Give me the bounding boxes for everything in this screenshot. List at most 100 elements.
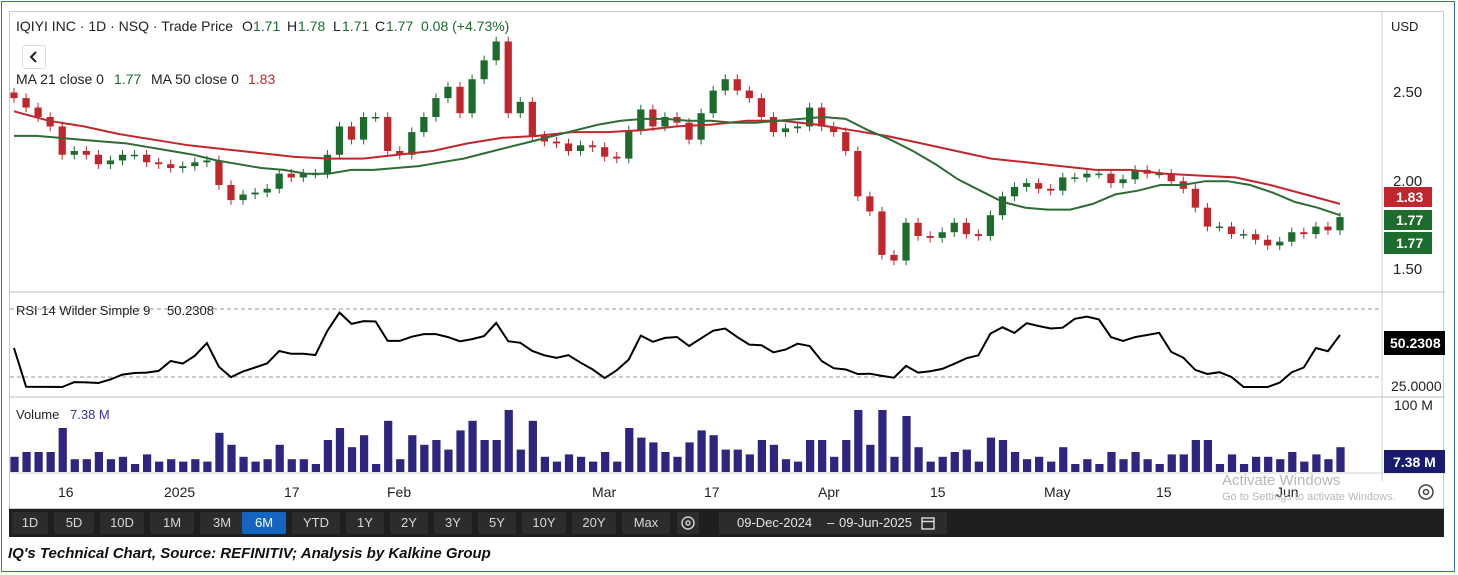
watermark-subtitle: Go to Settings to activate Windows. [1222, 491, 1396, 503]
date-separator: – [827, 515, 835, 530]
candle-body [1071, 177, 1079, 179]
candle-body [432, 98, 440, 117]
ma21-legend-value: 1.77 [114, 71, 141, 87]
range-button-2y[interactable]: 2Y [390, 512, 428, 534]
volume-bar [709, 435, 718, 472]
candle-body [721, 79, 729, 91]
volume-bar [576, 456, 586, 472]
volume-bar [528, 420, 537, 472]
candle-body [396, 151, 404, 155]
ma21-badge-text: 1.77 [1396, 235, 1423, 251]
volume-bar [118, 456, 128, 472]
candle-body [1264, 239, 1272, 246]
volume-bar [167, 459, 176, 472]
candle-body [854, 151, 862, 197]
candle-body [94, 154, 102, 165]
volume-bar [1010, 452, 1020, 472]
range-toolbar: 1D 5D 10D 1M 3M 6M YTD 1Y 2Y 3Y 5Y 10Y 2… [9, 509, 1444, 537]
candle-body [1300, 232, 1308, 235]
volume-bar [323, 440, 333, 472]
candle-body [155, 162, 163, 165]
range-button-1m[interactable]: 1M [150, 512, 194, 534]
back-button[interactable] [22, 45, 46, 69]
volume-bar [10, 456, 19, 472]
range-button-6m[interactable]: 6M [242, 512, 286, 534]
range-button-1d[interactable]: 1D [12, 512, 48, 534]
range-button-3m[interactable]: 3M [200, 512, 244, 534]
start-date[interactable]: 09-Dec-2024 [737, 515, 813, 530]
volume-bar [890, 456, 899, 472]
volume-bar [842, 440, 851, 472]
chart-settings-icon[interactable] [1418, 484, 1434, 500]
candle-body [359, 117, 368, 140]
volume-bar [34, 452, 43, 472]
range-button-5y[interactable]: 5Y [478, 512, 516, 534]
candle-body [709, 90, 717, 114]
volume-bar [926, 461, 935, 472]
volume-bar [564, 454, 574, 472]
volume-bar [830, 456, 839, 472]
volume-bar [757, 440, 766, 472]
candle-body [878, 211, 886, 255]
volume-bar [142, 454, 152, 472]
range-button-ytd[interactable]: YTD [292, 512, 340, 534]
candle-body [492, 41, 500, 61]
volume-bar [106, 459, 116, 472]
range-button-3y[interactable]: 3Y [434, 512, 472, 534]
candle-body [323, 154, 332, 174]
x-label: Jun [1276, 484, 1299, 500]
volume-bar [938, 456, 947, 472]
range-button-10d[interactable]: 10D [100, 512, 144, 534]
range-button-max[interactable]: Max [622, 512, 670, 534]
price-chart[interactable]: IQIYI INC · 1D · NSQ · Trade Price O 1.7… [10, 12, 1445, 510]
open-value: 1.71 [253, 18, 280, 34]
date-range-picker[interactable]: 09-Dec-2024 – 09-Jun-2025 [719, 512, 947, 534]
candle-body [685, 122, 693, 140]
x-label: 2025 [164, 484, 195, 500]
volume-bar [46, 452, 55, 472]
volume-badge [1384, 450, 1445, 473]
volume-bar [745, 454, 754, 472]
candle-body [793, 126, 802, 129]
volume-bar [468, 420, 477, 472]
volume-bar [516, 449, 525, 472]
volume-bar [299, 459, 308, 472]
candle-body [1215, 226, 1224, 229]
volume-bar [818, 440, 827, 472]
candle-body [1191, 188, 1199, 208]
calendar-icon[interactable] [921, 516, 935, 530]
last-price-badge-text: 1.77 [1396, 212, 1423, 228]
volume-bar [962, 449, 971, 472]
volume-bar [902, 416, 911, 472]
volume-bar [1167, 454, 1176, 472]
end-date[interactable]: 09-Jun-2025 [839, 515, 912, 530]
candle-body [1010, 186, 1019, 197]
volume-bar [1022, 459, 1032, 472]
symbol-title: IQIYI INC · 1D · NSQ · Trade Price [16, 18, 233, 34]
range-button-10y[interactable]: 10Y [522, 512, 566, 534]
volume-bar [589, 461, 598, 472]
volume-bar [601, 452, 610, 472]
ma50-legend-label: MA 50 close 0 [151, 71, 239, 87]
volume-bar [1324, 459, 1333, 472]
chart-area[interactable]: IQIYI INC · 1D · NSQ · Trade Price O 1.7… [9, 11, 1445, 510]
volume-bar [1336, 447, 1345, 472]
range-button-5d[interactable]: 5D [54, 512, 94, 534]
volume-bar [263, 459, 272, 472]
x-label: 17 [284, 484, 300, 500]
range-button-20y[interactable]: 20Y [572, 512, 616, 534]
candle-body [468, 79, 476, 114]
volume-bar [661, 452, 670, 472]
candle-body [998, 196, 1007, 216]
range-button-1y[interactable]: 1Y [346, 512, 384, 534]
candle-body [504, 41, 512, 114]
candle-body [22, 98, 30, 108]
open-label: O [242, 18, 253, 34]
volume-bar [854, 410, 863, 472]
toolbar-settings-button[interactable] [677, 512, 699, 534]
low-value: 1.71 [342, 18, 369, 34]
change-value: 0.08 (+4.73%) [421, 18, 509, 34]
candle-body [34, 107, 42, 117]
candle-body [1083, 173, 1091, 178]
candle-body [384, 117, 392, 151]
